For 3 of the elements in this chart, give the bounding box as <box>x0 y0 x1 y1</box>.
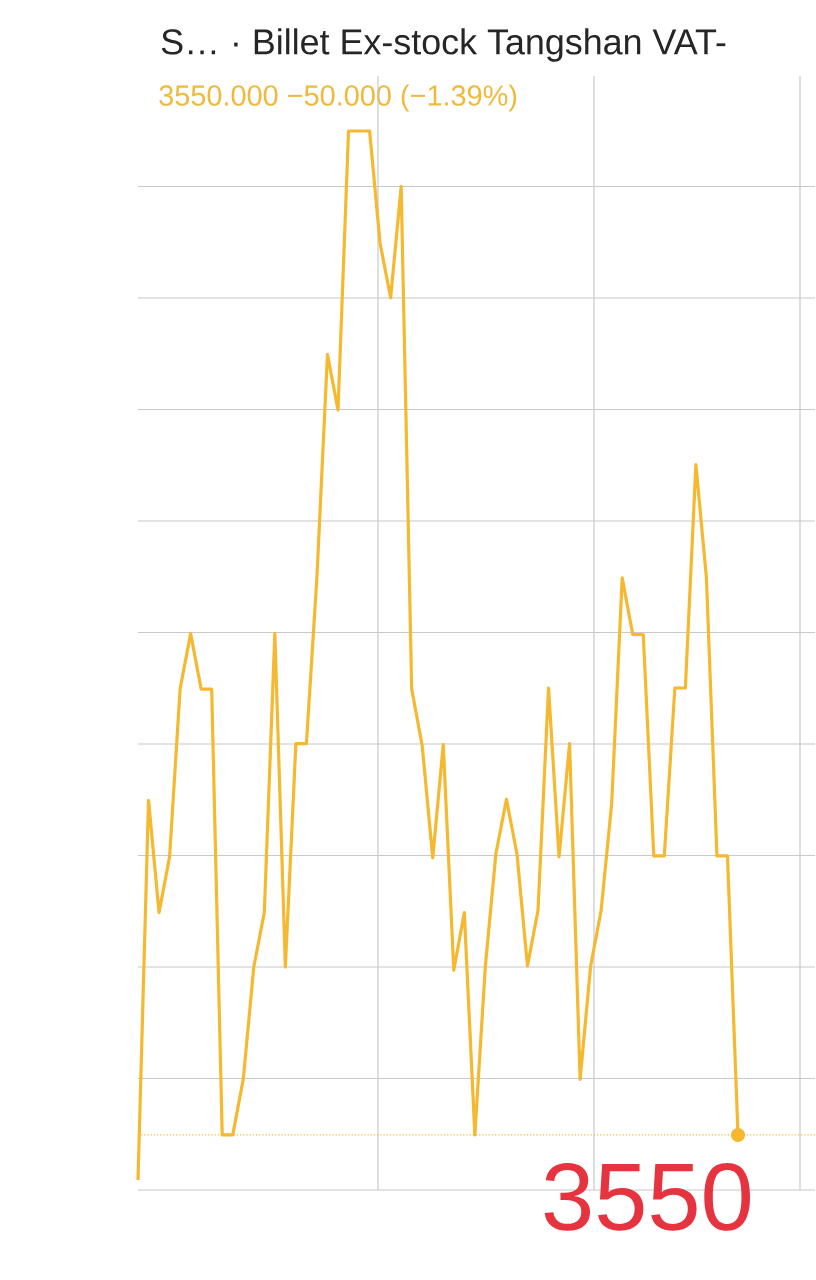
chart-subtitle: 3550.000 −50.000 (−1.39%) <box>159 84 517 112</box>
chart-title: S… · Billet Ex-stock Tangshan VAT- <box>162 28 726 62</box>
annotation: 3550 <box>544 1163 751 1231</box>
